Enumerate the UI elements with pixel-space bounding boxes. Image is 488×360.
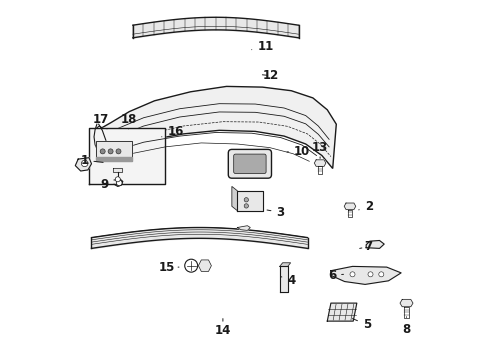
Circle shape xyxy=(81,160,88,167)
Polygon shape xyxy=(330,266,400,284)
Circle shape xyxy=(108,149,113,154)
FancyBboxPatch shape xyxy=(228,149,271,178)
Text: 9: 9 xyxy=(100,178,114,191)
Text: 13: 13 xyxy=(311,141,327,158)
Text: 2: 2 xyxy=(358,201,372,213)
Polygon shape xyxy=(75,158,91,171)
Text: 15: 15 xyxy=(159,261,179,274)
Polygon shape xyxy=(113,168,122,172)
Text: 11: 11 xyxy=(251,40,273,53)
Polygon shape xyxy=(314,160,325,166)
Polygon shape xyxy=(279,266,287,292)
Polygon shape xyxy=(279,263,290,266)
Circle shape xyxy=(116,149,121,154)
Polygon shape xyxy=(237,226,250,230)
Polygon shape xyxy=(403,307,408,318)
Polygon shape xyxy=(89,128,164,184)
Polygon shape xyxy=(317,166,322,174)
Polygon shape xyxy=(347,210,351,217)
Text: 4: 4 xyxy=(280,274,295,287)
Circle shape xyxy=(349,272,354,277)
Polygon shape xyxy=(399,300,412,307)
Polygon shape xyxy=(344,203,355,210)
Polygon shape xyxy=(237,191,263,211)
Text: 10: 10 xyxy=(286,145,309,158)
Polygon shape xyxy=(198,260,211,271)
Circle shape xyxy=(115,177,120,182)
Polygon shape xyxy=(96,157,132,161)
Text: 18: 18 xyxy=(120,113,137,129)
Text: 7: 7 xyxy=(359,240,372,253)
Polygon shape xyxy=(91,86,336,168)
Circle shape xyxy=(378,272,383,277)
Text: 3: 3 xyxy=(266,206,284,219)
Polygon shape xyxy=(231,186,237,211)
Text: 14: 14 xyxy=(214,319,231,337)
Circle shape xyxy=(244,204,248,208)
Circle shape xyxy=(244,198,248,202)
Circle shape xyxy=(116,180,122,186)
Text: 6: 6 xyxy=(327,269,343,282)
Text: 17: 17 xyxy=(92,113,108,129)
FancyBboxPatch shape xyxy=(233,154,265,174)
Polygon shape xyxy=(326,303,356,321)
Circle shape xyxy=(367,272,372,277)
Text: 5: 5 xyxy=(352,318,370,331)
Text: 16: 16 xyxy=(162,125,183,138)
Text: 1: 1 xyxy=(80,154,103,167)
Polygon shape xyxy=(96,141,132,161)
Text: 12: 12 xyxy=(262,69,278,82)
Circle shape xyxy=(100,149,105,154)
Circle shape xyxy=(184,259,197,272)
Polygon shape xyxy=(366,240,384,248)
Text: 8: 8 xyxy=(402,317,410,336)
